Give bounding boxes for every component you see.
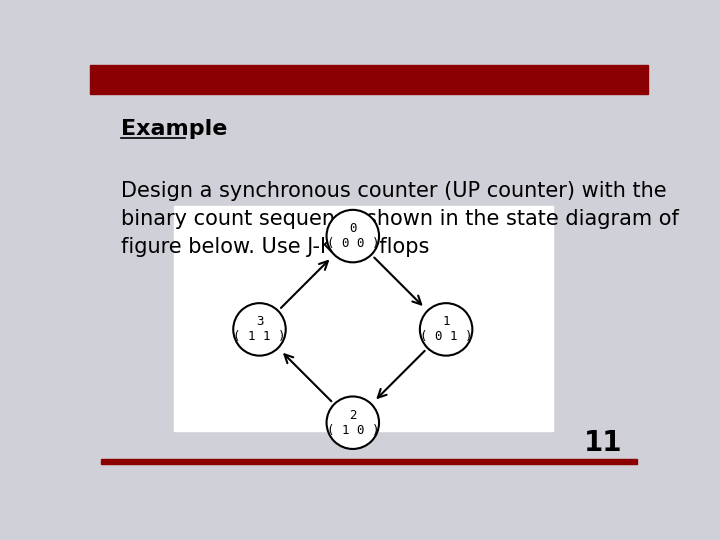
FancyBboxPatch shape bbox=[90, 65, 648, 94]
Text: 11: 11 bbox=[584, 429, 623, 457]
Circle shape bbox=[420, 303, 472, 356]
Text: Design a synchronous counter (UP counter) with the
binary count sequence shown i: Design a synchronous counter (UP counter… bbox=[121, 181, 678, 257]
Circle shape bbox=[233, 303, 286, 356]
Text: 2
( 1 0 ): 2 ( 1 0 ) bbox=[327, 409, 379, 437]
Text: 3
( 1 1 ): 3 ( 1 1 ) bbox=[233, 315, 286, 343]
FancyBboxPatch shape bbox=[101, 459, 637, 464]
Text: 1
( 0 1 ): 1 ( 0 1 ) bbox=[420, 315, 472, 343]
Circle shape bbox=[327, 396, 379, 449]
FancyBboxPatch shape bbox=[174, 206, 553, 431]
Circle shape bbox=[327, 210, 379, 262]
Text: 0
( 0 0 ): 0 ( 0 0 ) bbox=[327, 222, 379, 250]
Text: Example: Example bbox=[121, 119, 227, 139]
